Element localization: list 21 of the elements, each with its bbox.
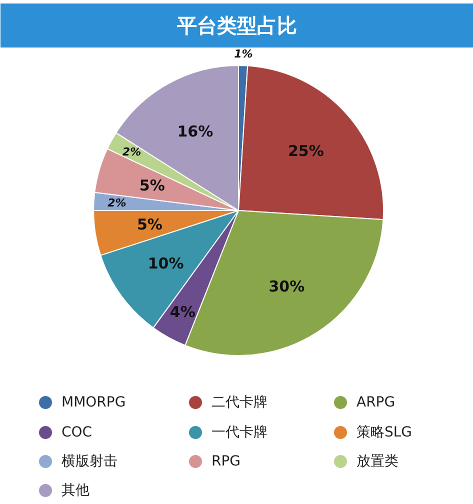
data-label: 1% <box>234 47 253 60</box>
legend-label: RPG <box>212 454 241 470</box>
data-label: 30% <box>268 277 305 296</box>
data-label: 2% <box>122 145 142 158</box>
data-label: 16% <box>177 122 214 141</box>
legend-label: 策略SLG <box>356 424 412 440</box>
legend-label: 一代卡牌 <box>212 424 268 440</box>
chart-title: 平台类型占比 <box>176 14 297 38</box>
data-label: 5% <box>136 216 162 234</box>
data-label: 25% <box>288 142 324 160</box>
data-label: 4% <box>170 303 196 322</box>
data-label: 5% <box>139 176 165 194</box>
data-label: 2% <box>108 196 126 210</box>
legend-label: ARPG <box>356 394 396 410</box>
legend-label: 横版射击 <box>62 454 118 470</box>
legend-label: 其他 <box>62 482 90 498</box>
legend-label: 二代卡牌 <box>212 394 268 410</box>
legend-label: COC <box>62 424 92 440</box>
legend-label: MMORPG <box>62 394 126 410</box>
legend-label: 放置类 <box>356 454 398 470</box>
data-label: 10% <box>148 254 184 272</box>
